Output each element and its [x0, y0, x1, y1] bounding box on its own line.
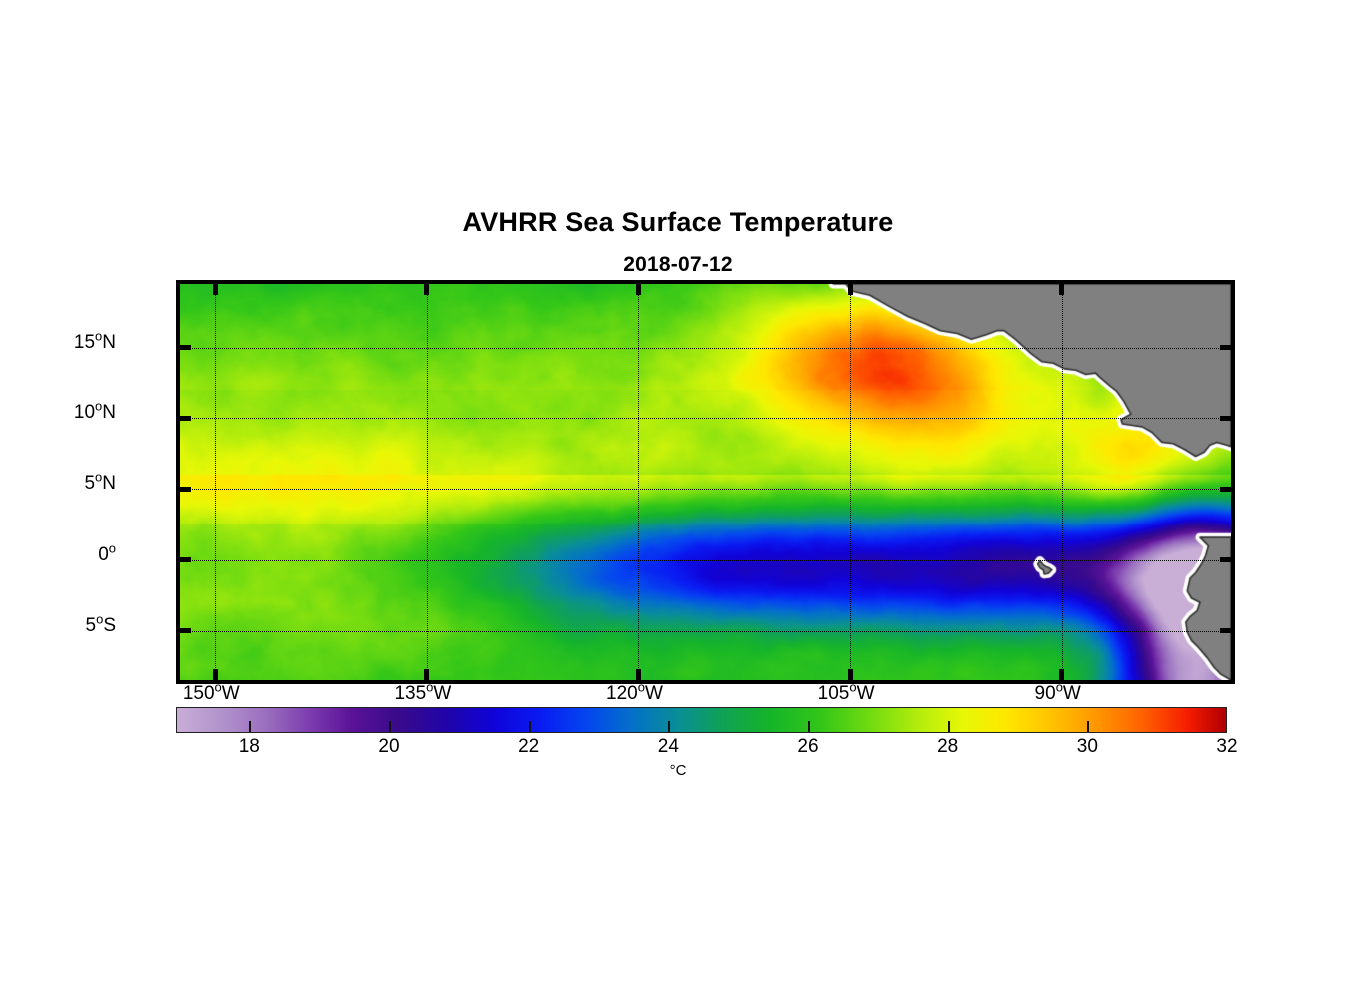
- degree-symbol: o: [1055, 679, 1063, 695]
- x-axis-tick: [847, 284, 853, 295]
- colorbar-tick-label: 24: [657, 736, 679, 757]
- degree-symbol: o: [426, 679, 434, 695]
- gridline-horizontal: [180, 559, 1231, 561]
- map-plot-area: [176, 280, 1235, 684]
- gridline-horizontal: [180, 418, 1231, 420]
- gridline-vertical: [426, 284, 428, 680]
- y-axis-tick-label: 5oN: [84, 469, 116, 495]
- gridline-vertical: [215, 284, 217, 680]
- x-axis-tick-label: 105oW: [817, 679, 875, 704]
- degree-symbol: o: [637, 679, 645, 695]
- y-axis-tick: [1220, 628, 1231, 633]
- x-axis-tick: [1059, 669, 1065, 680]
- y-axis-tick: [180, 345, 191, 351]
- gridline-vertical: [638, 284, 640, 680]
- colorbar-tick-label: 18: [238, 736, 260, 757]
- x-axis-tick: [847, 669, 853, 680]
- colorbar-tick: [528, 721, 531, 732]
- y-axis-tick-label: 5oS: [85, 611, 117, 636]
- gridline-horizontal: [180, 347, 1231, 349]
- gridline-horizontal: [180, 630, 1231, 632]
- x-axis-tick: [212, 284, 218, 295]
- y-axis-tick-label: 15oN: [73, 328, 116, 353]
- y-axis-tick: [1220, 415, 1231, 421]
- x-axis-tick-label: 135oW: [394, 679, 452, 704]
- colorbar: [176, 707, 1227, 733]
- chart-subtitle: 2018-07-12: [623, 253, 733, 276]
- chart-title: AVHRR Sea Surface Temperature: [462, 207, 894, 237]
- colorbar-tick: [388, 721, 391, 732]
- degree-symbol: o: [108, 540, 116, 556]
- colorbar-tick-label: 22: [518, 736, 540, 757]
- sst-heatmap: [180, 284, 1231, 680]
- y-axis-tick: [180, 415, 191, 421]
- degree-symbol: o: [214, 679, 222, 695]
- y-axis-tick-label: 10oN: [73, 399, 116, 424]
- y-axis-tick: [1220, 345, 1231, 351]
- gridline-horizontal: [180, 489, 1231, 491]
- y-axis-tick: [180, 628, 191, 633]
- colorbar-tick-label: 30: [1076, 736, 1098, 757]
- colorbar-tick: [947, 721, 950, 732]
- colorbar-tick-label: 20: [378, 736, 400, 757]
- x-axis-tick: [424, 284, 430, 295]
- colorbar-tick: [249, 721, 252, 732]
- degree-symbol: o: [96, 611, 104, 627]
- gridline-vertical: [850, 284, 852, 680]
- colorbar-tick: [668, 721, 671, 732]
- colorbar-gradient: [177, 708, 1226, 732]
- degree-symbol: o: [95, 469, 103, 485]
- x-axis-tick-label: 90oW: [1034, 679, 1081, 704]
- x-axis-tick: [212, 669, 218, 680]
- y-axis-tick: [180, 486, 191, 492]
- colorbar-unit-label: °C: [669, 762, 687, 779]
- degree-symbol: o: [95, 328, 103, 344]
- y-axis-tick: [180, 557, 191, 563]
- colorbar-tick: [807, 721, 810, 732]
- colorbar-tick-label: 28: [937, 736, 959, 757]
- degree-symbol: o: [95, 399, 103, 415]
- degree-symbol: o: [849, 679, 857, 695]
- colorbar-tick-label: 32: [1216, 736, 1238, 757]
- y-axis-tick-label: 0o: [98, 540, 116, 565]
- gridline-vertical: [1061, 284, 1063, 680]
- x-axis-tick-label: 120oW: [606, 679, 663, 704]
- x-axis-tick: [1059, 284, 1065, 295]
- x-axis-tick: [424, 669, 430, 680]
- x-axis-tick-label: 150oW: [182, 679, 240, 704]
- y-axis-tick: [1220, 557, 1231, 563]
- colorbar-tick-label: 26: [797, 736, 819, 757]
- x-axis-tick: [635, 284, 641, 295]
- colorbar-tick: [1087, 721, 1090, 732]
- y-axis-tick: [1220, 486, 1231, 492]
- x-axis-tick: [635, 669, 641, 680]
